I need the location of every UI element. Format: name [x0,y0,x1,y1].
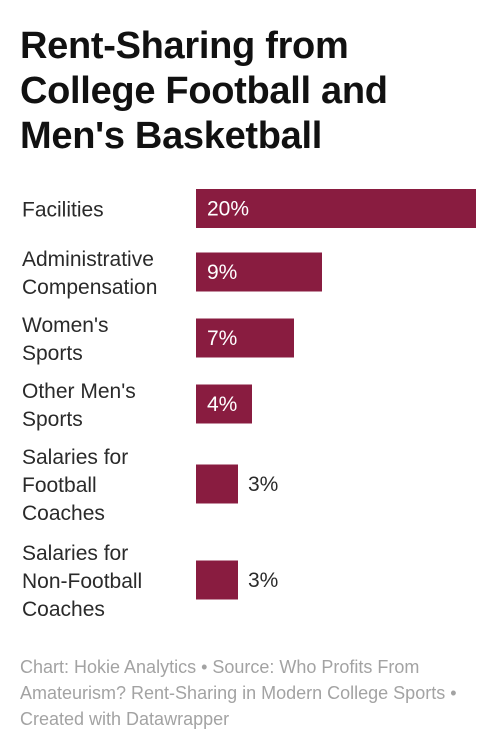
category-label: Salaries for Football Coaches [22,446,128,525]
value-label: 3% [248,473,278,496]
bar [196,252,322,292]
bar [196,560,238,600]
bar-chart: Facilities 20% Administrative Compensation 9… [22,189,476,621]
category-label: Facilities [22,198,104,221]
bar [196,189,476,228]
category-label: Administrative Compensation [22,248,157,299]
chart-title: Rent-Sharing from College Football and M… [20,25,388,157]
bar [196,384,252,424]
category-label: Salaries for Non-Football Coaches [22,542,142,621]
value-label: 4% [207,393,237,416]
chart-footer-credit: Chart: Hokie Analytics • Source: Who Pro… [20,657,457,729]
value-label: 7% [207,327,237,350]
category-label: Other Men's Sports [22,380,136,431]
value-label: 20% [207,198,249,221]
bar [196,318,294,358]
value-label: 9% [207,261,237,284]
category-label: Women's Sports [22,314,108,365]
bar [196,464,238,504]
value-label: 3% [248,569,278,592]
